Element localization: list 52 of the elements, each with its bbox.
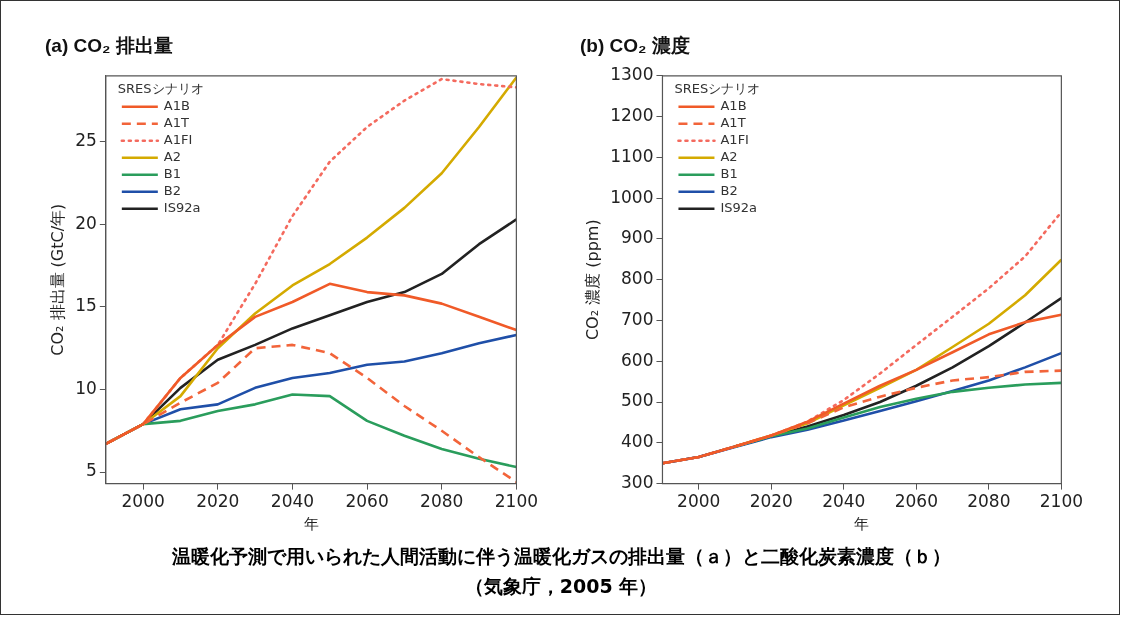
legend-label: A1T [163,115,189,131]
y-tick-label: 10 [75,377,97,398]
chart-title: (b) CO₂ 濃度 [580,34,690,56]
y-tick-label: 1200 [610,105,654,125]
legend-label: A2 [163,149,181,165]
y-tick-label: 500 [621,390,654,411]
legend-label: IS92a [720,200,758,216]
legend-label: B2 [163,183,182,199]
legend-label: B1 [163,166,182,182]
y-tick-label: 25 [75,130,97,151]
legend-label: A1B [163,98,190,114]
x-tick-label: 2020 [749,491,793,512]
x-tick-label: 2040 [270,491,315,512]
y-tick-label: 300 [621,472,654,493]
x-tick-label: 2020 [196,491,240,512]
x-tick-label: 2100 [1039,491,1083,512]
y-tick-label: 900 [621,227,654,248]
legend-label: A1FI [720,132,749,148]
text: 温暖化予測で用いられた人間活動に伴う温暖化ガスの排出量（ａ）と二酸化炭素濃度（ｂ） [170,544,952,569]
x-tick-label: 2080 [420,491,464,512]
x-tick-label: 2080 [967,491,1011,512]
x-tick-label: 2000 [121,491,165,512]
legend-label: B1 [720,166,738,182]
legend-label: A1B [720,98,747,114]
y-tick-label: 800 [621,268,654,289]
y-tick-label: 400 [621,431,654,452]
chart-title: (a) CO₂ 排出量 [45,34,173,56]
x-tick-label: 2060 [345,491,389,512]
text: （気象庁，2005 年） [463,574,659,599]
y-axis-title: CO₂ 排出量 (GtC/年) [47,203,67,356]
x-tick-label: 2000 [677,491,721,512]
y-tick-label: 700 [621,308,654,329]
y-tick-label: 1000 [610,186,654,207]
legend-label: B2 [720,183,738,199]
y-tick-label: 1300 [610,64,654,85]
y-tick-label: 20 [75,212,97,233]
legend-label: IS92a [163,200,201,216]
x-tick-label: 2060 [894,491,938,512]
y-tick-label: 15 [75,295,97,316]
y-tick-label: 1100 [610,145,654,166]
x-tick-label: 2040 [822,491,866,512]
y-tick-label: 5 [86,460,97,481]
legend-label: A1FI [163,132,193,148]
y-axis-title: CO₂ 濃度 (ppm) [582,219,602,341]
legend-label: A2 [720,149,738,165]
x-axis-title: 年 [303,514,319,533]
legend-label: A1T [720,115,746,131]
x-tick-label: 2100 [494,491,538,512]
legend-title: SRESシナリオ [674,81,761,97]
legend-title: SRESシナリオ [117,81,204,97]
y-tick-label: 600 [621,349,654,370]
x-axis-title: 年 [854,514,870,533]
